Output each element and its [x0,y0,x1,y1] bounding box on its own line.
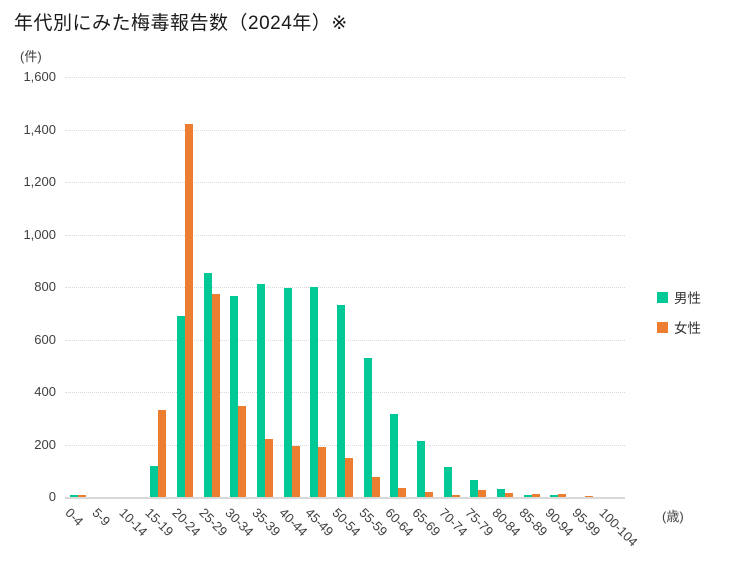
bar-male [310,287,319,497]
bar-male [390,414,399,497]
bar-male [497,489,505,497]
bar-female [425,491,433,497]
y-axis-tick-label: 1,400 [23,121,56,137]
y-axis-tick-label: 400 [34,384,56,399]
bar-male [363,357,372,497]
gridline [65,182,625,183]
x-axis-tick-label: 30-34 [222,505,257,540]
bar-male [230,296,239,497]
legend-label-female: 女性 [674,321,701,336]
x-axis-tick-label: 80-84 [489,505,524,540]
x-axis: 0-4 5-9 10-14 15-19 20-24 25-29 30-34 35-39 40-4… [62,501,685,561]
bar-male [177,315,185,497]
gridline [65,287,625,288]
bar-male [470,479,479,497]
bar-female [291,445,300,497]
y-axis-unit-label: (件) [20,49,42,64]
x-axis-tick-label: 85-89 [516,505,551,540]
bar-male [523,495,532,497]
bar-male [70,494,79,497]
legend-swatch-male [657,291,668,303]
gridline [65,234,625,236]
y-axis-tick-label: 200 [34,436,56,452]
legend-item-male: 男性 [657,288,701,306]
bar-male [417,440,425,497]
bar-male [203,272,212,497]
gridline [65,77,625,78]
x-axis-tick-label: 40-44 [276,505,311,540]
legend-label-male: 男性 [674,291,701,306]
bar-male [337,305,345,497]
bar-male [257,284,265,497]
y-axis-tick-label: 0 [48,489,56,504]
bar-female [478,490,487,497]
plot-area [65,77,625,499]
bar-female [371,477,380,497]
bar-male [283,288,292,497]
x-axis-tick-label: 50-54 [329,505,364,540]
y-axis-tick-label: 800 [34,279,56,294]
x-axis-tick-label: 45-49 [302,505,337,540]
bar-female [211,293,220,497]
x-axis-unit-label: (歳) [662,509,684,524]
x-axis-tick-label: 95-99 [569,505,604,540]
x-axis-tick-label: 65-69 [409,505,444,540]
gridline [65,392,625,393]
legend: 男性 女性 [657,288,701,348]
bar-female [158,410,167,497]
bar-male [443,466,452,497]
x-axis-tick-label: 10-14 [116,505,151,540]
bar-female [265,439,273,497]
x-axis-tick-label: 5-9 [89,505,114,529]
chart-title: 年代別にみた梅毒報告数（2024年）※ [14,13,348,34]
bar-female [531,494,540,497]
bar-male [150,465,159,497]
legend-swatch-female [657,321,668,333]
gridline [65,444,625,446]
x-axis-tick-label: 75-79 [462,505,497,540]
bar-female [451,494,460,497]
x-axis-tick-label: 70-74 [436,505,471,540]
bar-female [345,457,353,497]
y-axis-tick-label: 1,600 [23,69,56,84]
gridline [65,129,625,131]
x-axis-tick-label: 20-24 [169,505,204,540]
bar-female [238,406,247,497]
x-axis-tick-label: 60-64 [382,505,417,540]
x-axis-tick-label: 25-29 [196,505,231,540]
y-axis-tick-label: 600 [34,331,56,347]
y-axis: 0 200 400 600 800 1,000 1,200 1,400 1,600 [0,69,56,504]
bar-female [185,124,193,497]
y-axis-tick-label: 1,000 [23,226,56,242]
x-axis-tick-label: 0-4 [62,505,87,529]
legend-item-female: 女性 [657,318,701,336]
bar-female [318,447,327,497]
x-axis-tick-label: 15-19 [142,505,177,540]
bar-female [398,487,407,497]
bar-female [585,495,593,497]
x-axis-tick-label: 90-94 [542,505,577,540]
x-axis-tick-label: 35-39 [249,505,284,540]
bar-female [505,493,513,497]
bar-male [550,495,559,497]
bar-female [558,493,567,497]
bar-female [78,495,87,497]
y-axis-tick-label: 1,200 [23,174,56,189]
gridline [65,339,625,341]
x-axis-tick-label: 55-59 [356,505,391,540]
